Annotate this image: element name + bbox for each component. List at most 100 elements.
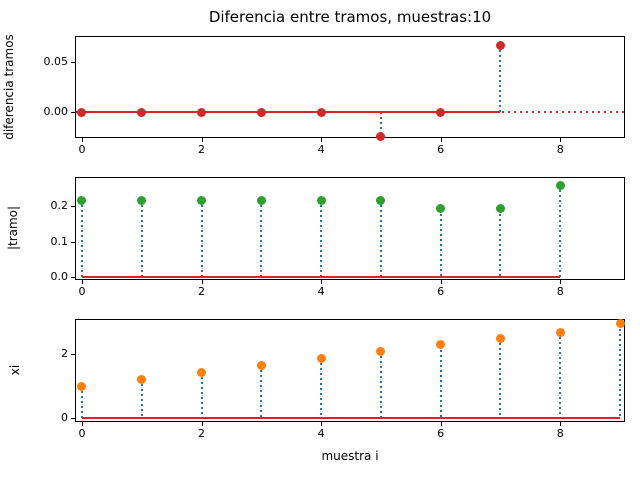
x-tick-mark xyxy=(321,280,323,284)
x-tick-label: 4 xyxy=(317,427,325,440)
y-tick-mark xyxy=(71,62,75,63)
data-point-marker xyxy=(197,367,207,377)
data-point-marker xyxy=(376,195,386,205)
data-point-marker xyxy=(77,381,87,391)
x-tick-mark xyxy=(440,422,442,426)
data-point-marker xyxy=(436,204,446,214)
stem-line xyxy=(320,200,323,278)
stem-line xyxy=(379,200,382,278)
y-tick-mark xyxy=(71,241,75,243)
stem-line xyxy=(379,351,382,418)
x-tick-mark xyxy=(201,422,203,426)
chart-title: Diferencia entre tramos, muestras:10 xyxy=(208,8,492,26)
y-tick-mark xyxy=(71,277,75,279)
x-tick-mark xyxy=(560,422,562,426)
x-tick-mark xyxy=(201,280,203,284)
x-tick-mark xyxy=(560,138,562,142)
x-tick-mark xyxy=(81,138,83,142)
data-point-marker xyxy=(77,195,87,205)
stem-line xyxy=(260,365,263,418)
ylabel-tramo-abs: |tramo| xyxy=(6,205,20,251)
x-tick-label: 2 xyxy=(198,143,206,156)
y-tick-mark xyxy=(71,354,75,355)
x-tick-label: 2 xyxy=(198,427,206,440)
data-point-marker xyxy=(495,204,505,214)
x-tick-mark xyxy=(440,280,442,284)
y-tick-label: 0.2 xyxy=(50,199,69,213)
stem-line xyxy=(499,338,502,418)
y-tick-mark xyxy=(71,112,75,113)
stem-line xyxy=(559,332,562,418)
x-tick-mark xyxy=(440,138,442,142)
data-point-marker xyxy=(376,346,386,356)
x-tick-label: 6 xyxy=(437,285,445,298)
data-point-marker xyxy=(495,40,505,50)
x-tick-label: 6 xyxy=(437,427,445,440)
stem-line xyxy=(260,200,263,278)
y-tick-mark xyxy=(71,418,75,419)
x-tick-mark xyxy=(560,280,562,284)
axes-tramo-abs: 0 2 4 6 8 0.0 0.1 0.2 xyxy=(51,177,625,298)
y-tick-label: 0.1 xyxy=(50,234,69,248)
axes-xi: 0 2 4 6 8 0 2 xyxy=(61,319,625,440)
y-tick-label: 0 xyxy=(61,411,68,424)
stem-line xyxy=(439,208,442,278)
data-point-marker xyxy=(77,107,87,117)
stem-line xyxy=(499,208,502,278)
stem-line xyxy=(559,185,562,278)
data-point-marker xyxy=(197,107,207,117)
data-point-marker xyxy=(436,340,446,350)
stem-line xyxy=(140,200,143,278)
data-point-marker xyxy=(316,195,326,205)
y-tick-label: 0.00 xyxy=(43,105,69,118)
x-tick-label: 2 xyxy=(198,285,206,298)
x-tick-mark xyxy=(81,280,83,284)
x-tick-mark xyxy=(201,138,203,142)
x-tick-label: 0 xyxy=(78,285,86,298)
y-tick-label: 0.0 xyxy=(50,270,69,284)
x-tick-label: 0 xyxy=(78,427,86,440)
stem-baseline xyxy=(81,276,561,279)
data-point-marker xyxy=(137,107,147,117)
stem-line xyxy=(439,344,442,418)
stem-line xyxy=(619,323,622,418)
x-tick-label: 8 xyxy=(556,427,564,440)
data-point-marker xyxy=(436,107,446,117)
y-tick-label: 2 xyxy=(61,347,68,360)
stem-baseline xyxy=(81,417,620,419)
data-point-marker xyxy=(316,353,326,363)
data-point-marker xyxy=(197,195,207,205)
axes-diferencia-tramos: 0 2 4 6 8 0.00 0.05 xyxy=(44,36,626,156)
data-point-marker xyxy=(495,333,505,343)
x-tick-label: 4 xyxy=(317,143,325,156)
stem-line xyxy=(80,386,83,418)
stem-line xyxy=(80,200,83,278)
ylabel-diferencia-tramos: diferencia tramos xyxy=(2,34,16,140)
data-point-marker xyxy=(137,195,147,205)
x-tick-label: 8 xyxy=(556,143,564,156)
x-tick-label: 0 xyxy=(78,143,86,156)
stem-line xyxy=(499,45,502,112)
xlabel-muestra-i: muestra i xyxy=(321,449,379,463)
ylabel-xi: xi xyxy=(8,364,22,376)
x-tick-mark xyxy=(321,422,323,426)
y-tick-label: 0.05 xyxy=(43,55,69,68)
x-tick-label: 8 xyxy=(556,285,564,298)
x-tick-label: 4 xyxy=(317,285,325,298)
data-point-marker xyxy=(256,360,266,370)
x-tick-mark xyxy=(81,422,83,426)
y-tick-mark xyxy=(71,206,75,208)
stem-baseline xyxy=(81,111,501,113)
stem-line xyxy=(200,200,203,278)
x-tick-label: 6 xyxy=(437,143,445,156)
data-point-marker xyxy=(615,319,625,329)
data-point-marker xyxy=(555,180,565,190)
stem-line xyxy=(320,358,323,418)
data-point-marker xyxy=(137,374,147,384)
stem-line xyxy=(200,372,203,418)
data-point-marker xyxy=(256,107,266,117)
x-tick-mark xyxy=(321,138,323,142)
data-point-marker xyxy=(256,195,266,205)
stem-line xyxy=(379,112,382,136)
